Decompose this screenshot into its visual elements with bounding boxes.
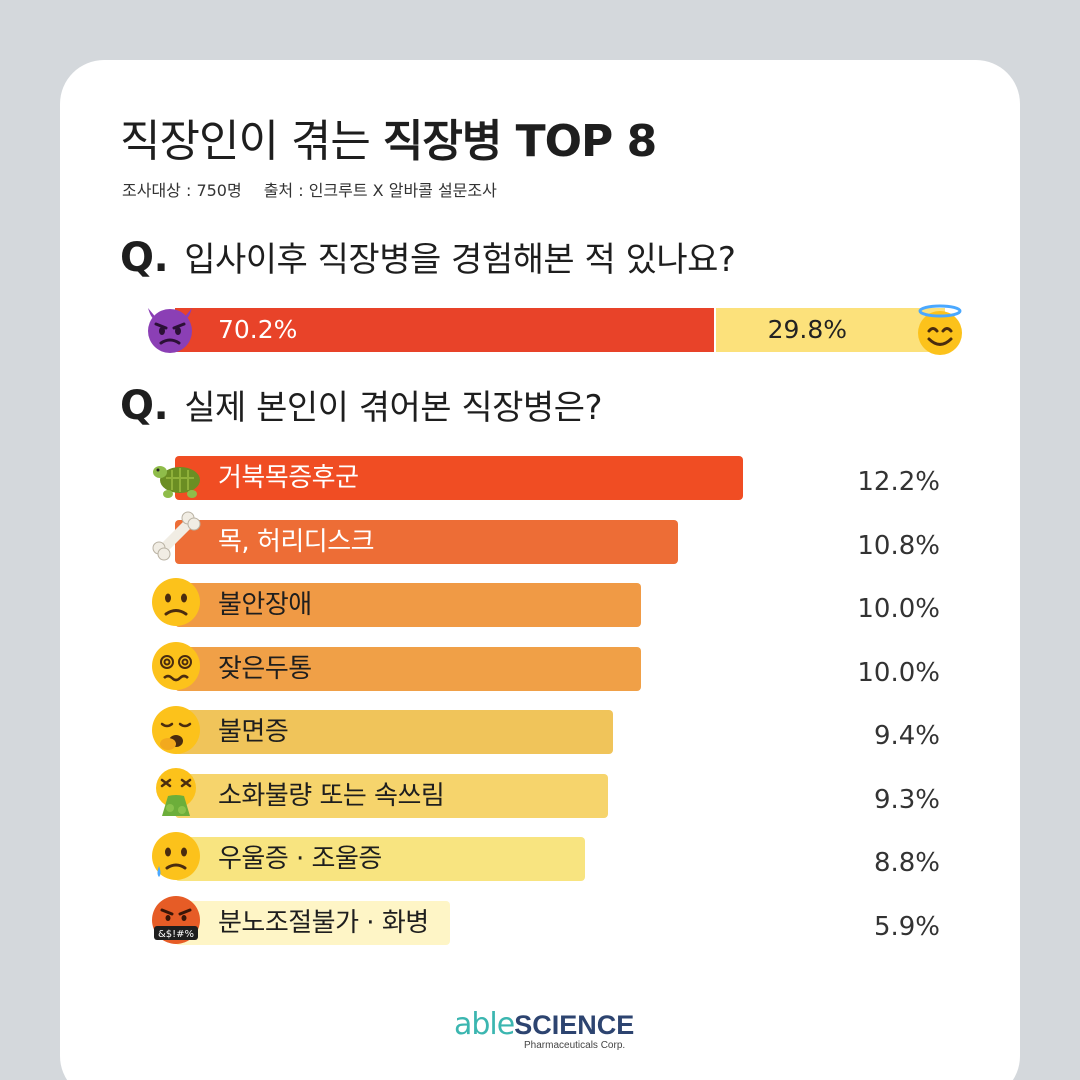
title-bold: 직장병 TOP 8 (382, 116, 657, 167)
survey-source: 출처 : 인크루트 X 알바콜 설문조사 (263, 181, 497, 200)
bar-8 (175, 901, 450, 945)
bar-4 (175, 647, 641, 691)
bar-label-2: 목, 허리디스크 (218, 527, 375, 557)
crying-face-icon (150, 830, 202, 882)
logo: ableSCIENCE Pharmaceuticals Corp. (454, 1007, 635, 1052)
halo-smile-icon (912, 302, 968, 358)
bar-value-3: 10.0% (857, 594, 940, 624)
survey-target: 조사대상 : 750명 (122, 181, 242, 200)
worried-face-icon (150, 576, 202, 628)
bar-value-6: 9.3% (873, 785, 940, 815)
title-regular: 직장인이 겪는 (120, 116, 383, 167)
bar-label-5: 불면증 (218, 717, 289, 747)
logo-able: able (454, 1007, 515, 1042)
split-label-no: 29.8% (767, 315, 847, 344)
bar-7 (175, 837, 585, 881)
bar-label-6: 소화불량 또는 속쓰림 (218, 781, 445, 811)
bar-label-3: 불안장애 (218, 590, 312, 620)
logo-science: SCIENCE (514, 1010, 635, 1040)
yawning-face-icon (150, 704, 202, 756)
split-bar-no (716, 308, 945, 352)
page-title: 직장인이 겪는 직장병 TOP 8 (120, 112, 657, 172)
bar-label-8: 분노조절불가 · 화병 (218, 908, 429, 938)
question-2-mark: Q. (120, 383, 169, 429)
bar-value-1: 12.2% (857, 467, 940, 497)
question-2: Q. 실제 본인이 겪어본 직장병은? (120, 383, 603, 430)
question-2-text: 실제 본인이 겪어본 직장병은? (184, 388, 603, 428)
experience-split-chart: 70.2% 29.8% (175, 308, 945, 352)
split-label-yes: 70.2% (218, 315, 298, 344)
smiling-devil-icon (142, 300, 198, 356)
bar-1 (175, 456, 743, 500)
logo-subtitle: Pharmaceuticals Corp. (524, 1040, 626, 1051)
bar-6 (175, 774, 608, 818)
question-1-mark: Q. (120, 235, 169, 281)
cursing-face-icon: &$!#% (150, 894, 202, 946)
split-bar-yes (175, 308, 714, 352)
survey-info: 조사대상 : 750명 출처 : 인크루트 X 알바콜 설문조사 (122, 177, 497, 201)
bar-value-4: 10.0% (857, 658, 940, 688)
bar-value-2: 10.8% (857, 531, 940, 561)
bar-label-1: 거북목증후군 (218, 463, 359, 493)
question-1-text: 입사이후 직장병을 경험해본 적 있나요? (184, 240, 736, 280)
bar-value-7: 8.8% (873, 848, 940, 878)
bar-3 (175, 583, 641, 627)
vomiting-face-icon (150, 766, 202, 818)
bar-2 (175, 520, 678, 564)
question-1: Q. 입사이후 직장병을 경험해본 적 있나요? (120, 235, 736, 282)
bar-5 (175, 710, 613, 754)
svg-text:&$!#%: &$!#% (158, 929, 194, 940)
dizzy-face-icon (150, 640, 202, 692)
bone-icon (148, 508, 204, 564)
bar-label-4: 잦은두통 (218, 654, 312, 684)
bar-value-5: 9.4% (873, 721, 940, 751)
turtle-icon (150, 450, 206, 500)
bar-value-8: 5.9% (873, 912, 940, 942)
bar-label-7: 우울증 · 조울증 (218, 844, 382, 874)
